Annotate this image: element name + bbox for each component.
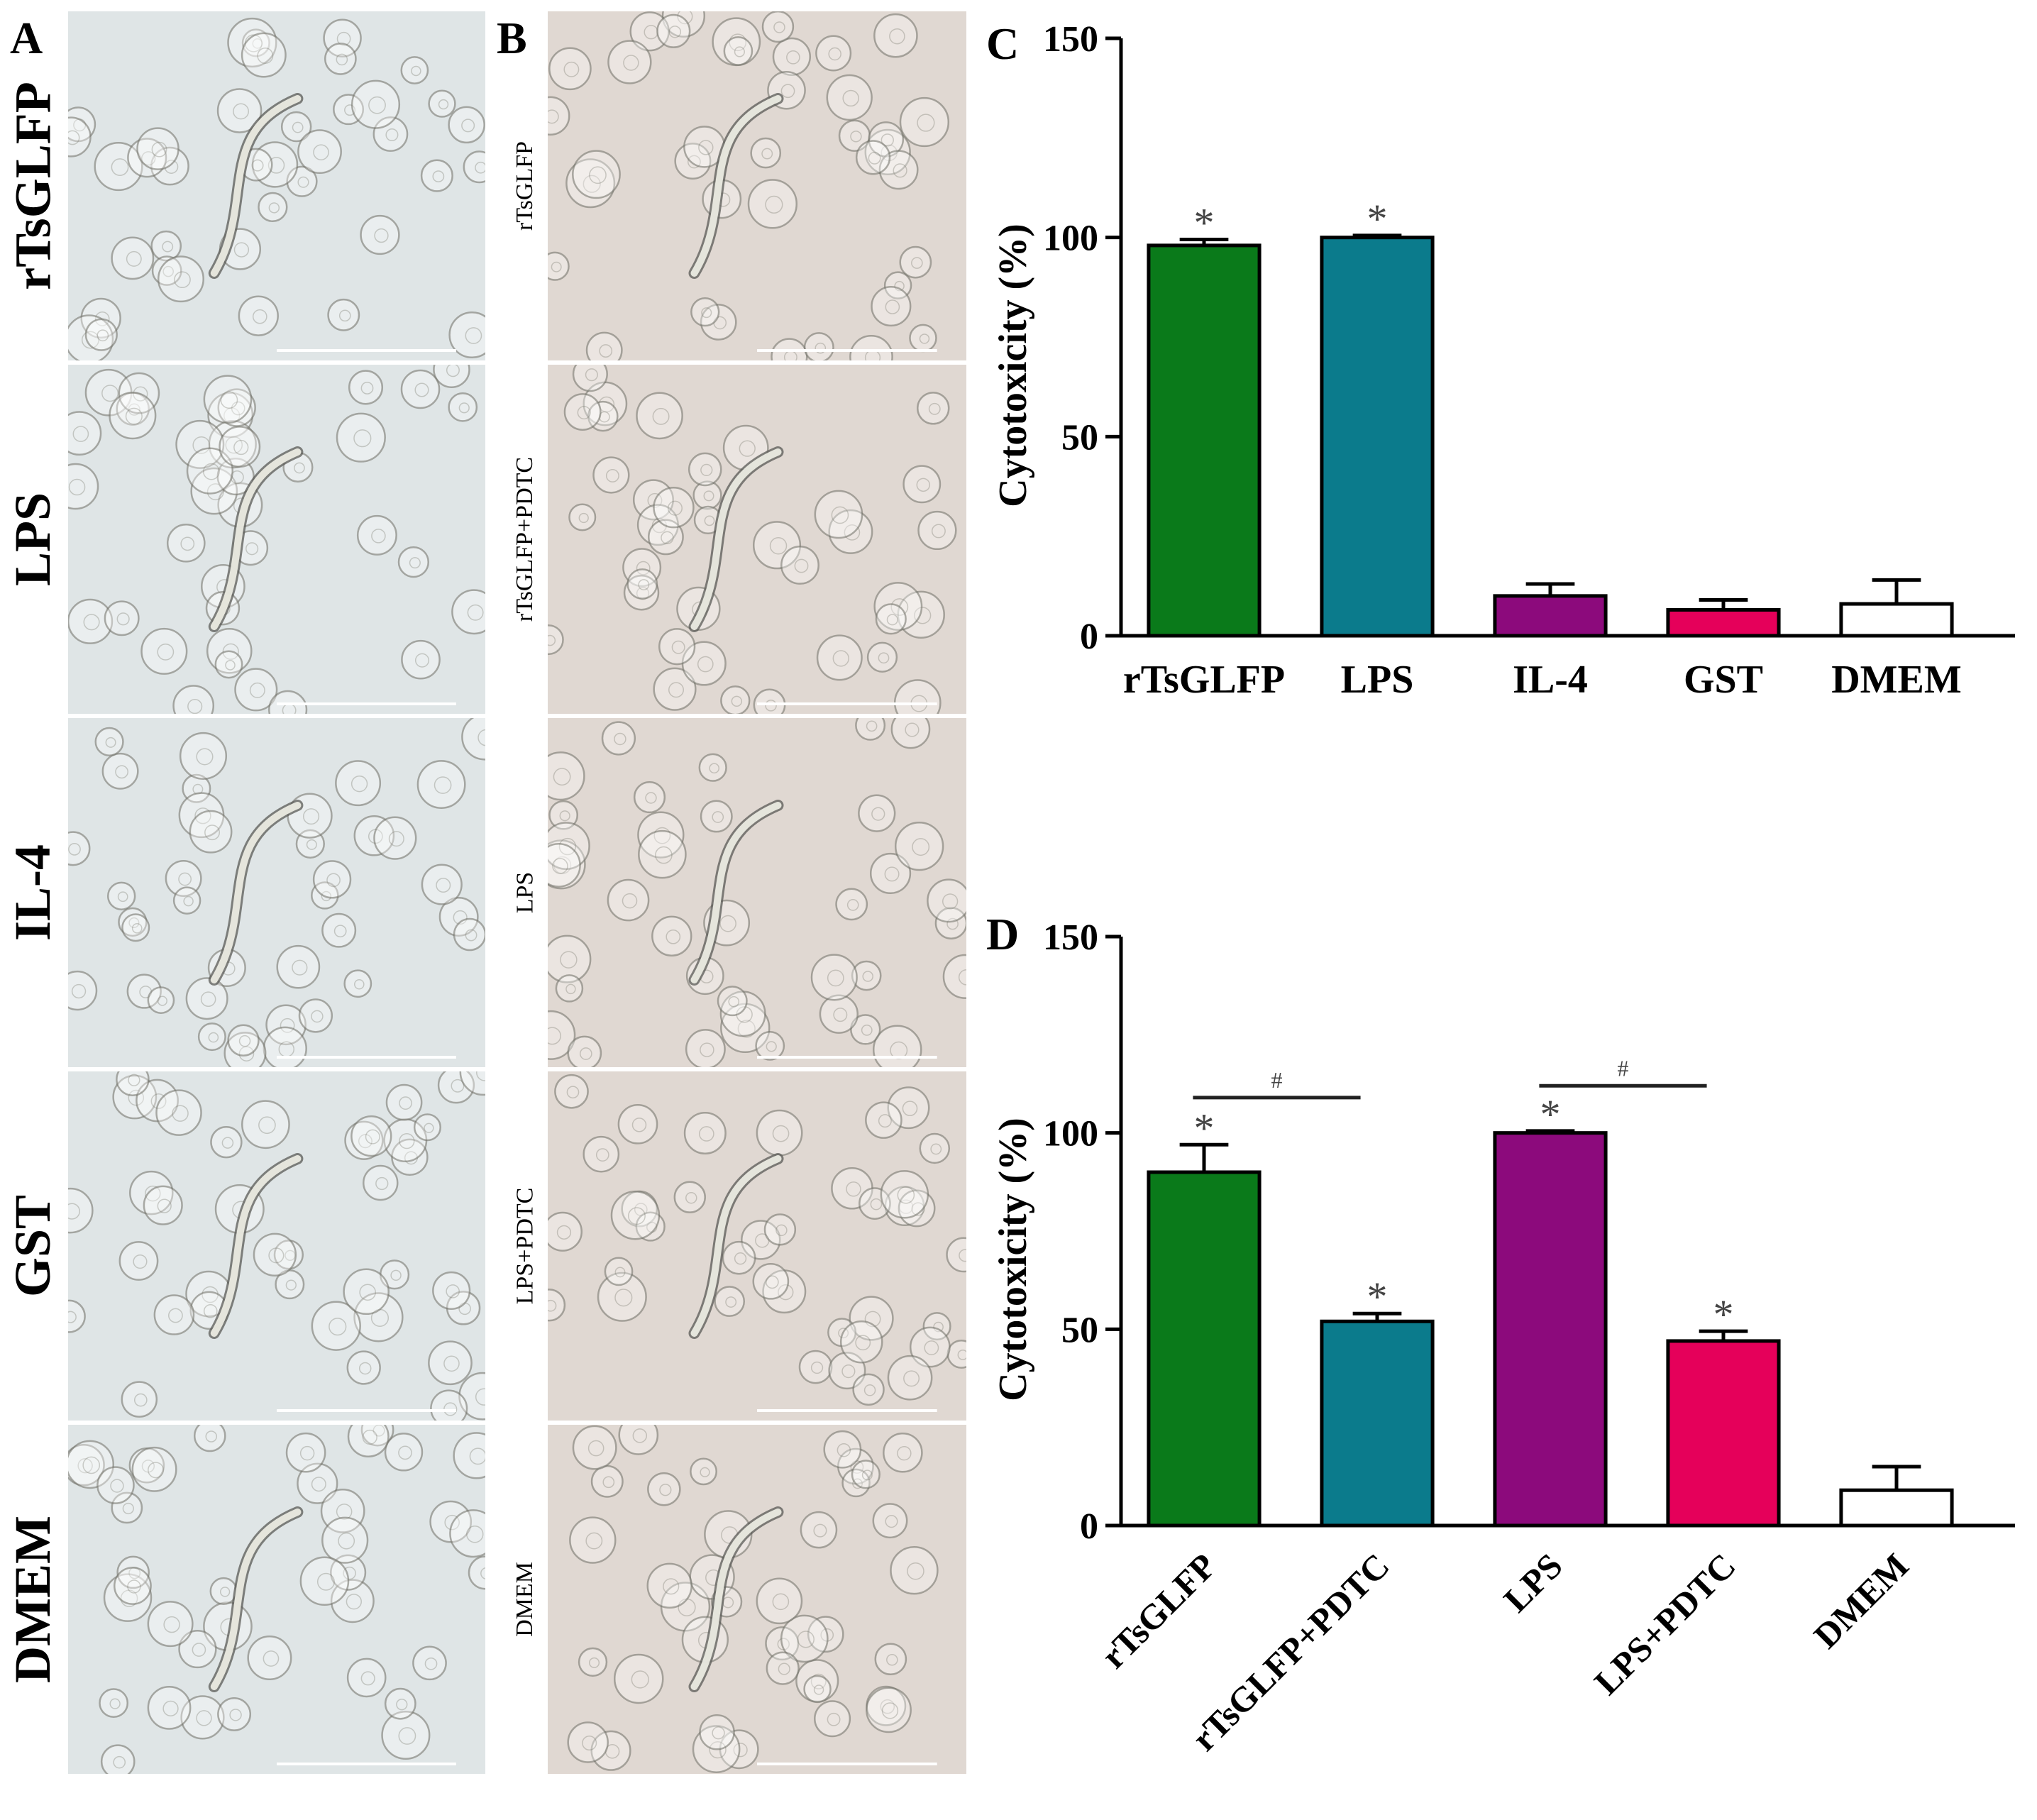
significance-star: *: [1713, 1291, 1734, 1338]
bar-dmem: [1839, 602, 1954, 638]
micrograph-a-3: [68, 718, 485, 1067]
micrograph-a-4: [68, 1071, 485, 1421]
bar-lps: [1320, 236, 1435, 638]
y-tick-label: 50: [1061, 1310, 1098, 1350]
panel-letter-d: D: [986, 909, 1020, 959]
row-label-b-4: LPS+PDTC: [511, 1187, 538, 1305]
micrograph-b-3: [548, 718, 966, 1067]
x-tick-label: GST: [1684, 658, 1763, 702]
panel-letter-c: C: [986, 18, 1020, 69]
significance-star: *: [1367, 1274, 1388, 1320]
micrograph-b-2: [548, 365, 966, 714]
y-axis-label: Cytotoxicity (%): [991, 1118, 1035, 1401]
bar-dmem: [1839, 1488, 1954, 1528]
comparison-label: #: [1271, 1067, 1282, 1093]
bar-lps-pdtc: [1666, 1339, 1781, 1528]
row-label-b-3: LPS: [511, 871, 538, 914]
row-label-b-5: DMEM: [511, 1562, 538, 1637]
y-tick-label: 0: [1080, 617, 1098, 657]
bar-lps: [1493, 1131, 1608, 1528]
bar-rtsglfp: [1147, 243, 1262, 638]
row-label-a-2: LPS: [4, 492, 62, 587]
panel-letter-a: A: [10, 13, 43, 63]
y-tick-label: 150: [1043, 19, 1098, 60]
chart-c: 0 50 100 150 Cytotoxicity (%) * rTsGLFP * LPS IL-…: [979, 14, 2029, 752]
x-tick-label: LPS+PDTC: [1586, 1545, 1743, 1702]
y-tick-label: 150: [1043, 917, 1098, 958]
micrograph-b-5: [548, 1425, 966, 1774]
x-tick-label: LPS: [1496, 1545, 1569, 1619]
y-axis-label: Cytotoxicity (%): [991, 224, 1035, 507]
x-tick-label: DMEM: [1831, 658, 1962, 702]
x-tick-label: DMEM: [1806, 1545, 1916, 1655]
y-tick-label: 0: [1080, 1506, 1098, 1547]
x-tick-label: LPS: [1341, 658, 1414, 702]
bar-gst: [1666, 608, 1781, 638]
bar-rtsglfp-pdtc: [1320, 1319, 1435, 1528]
row-label-b-1: rTsGLFP: [512, 140, 539, 231]
x-tick-label: rTsGLFP: [1093, 1545, 1224, 1676]
bar-rtsglfp: [1147, 1170, 1262, 1528]
panel-letter-b: B: [497, 13, 527, 63]
micrograph-b-4: [548, 1071, 966, 1421]
significance-star: *: [1194, 1105, 1215, 1151]
x-tick-label: IL-4: [1513, 658, 1588, 702]
micrograph-a-5: [68, 1425, 485, 1774]
chart-d: 0 50 100 150 Cytotoxicity (%) * rTsGLFP * rTsGLF…: [979, 901, 2029, 1816]
chart-svg: 0 50 100 150 Cytotoxicity (%) * rTsGLFP * LPS IL-…: [991, 19, 2015, 702]
y-tick-label: 100: [1043, 1114, 1098, 1154]
y-tick-label: 50: [1061, 417, 1098, 458]
significance-star: *: [1194, 199, 1215, 246]
y-tick-label: 100: [1043, 219, 1098, 259]
row-label-a-4: GST: [4, 1194, 62, 1298]
micrograph-a-2: [68, 365, 485, 714]
micrograph-b-1: [548, 11, 966, 360]
significance-star: *: [1540, 1091, 1561, 1137]
row-label-b-2: rTsGLFP+PDTC: [512, 456, 539, 622]
x-tick-label: rTsGLFP: [1123, 658, 1285, 702]
row-label-a-5: DMEM: [4, 1516, 61, 1683]
row-label-a-3: IL-4: [4, 844, 62, 942]
row-label-a-1: rTsGLFP: [4, 82, 62, 290]
micrograph-a-1: [68, 11, 485, 360]
bar-il-4: [1493, 594, 1608, 638]
comparison-label: #: [1617, 1055, 1628, 1081]
significance-star: *: [1367, 196, 1388, 242]
